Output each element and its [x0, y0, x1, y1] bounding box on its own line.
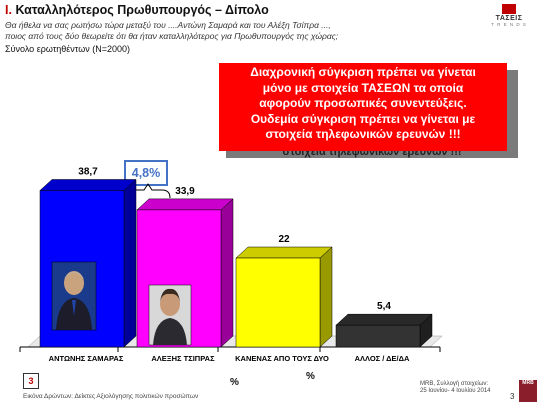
title-text: Καταλληλότερος Πρωθυπουργός – Δίπολο	[15, 3, 269, 17]
slide-box-number: 3	[23, 373, 39, 389]
bar-top-4	[335, 313, 433, 326]
warning-banner: Διαχρονική σύγκριση πρέπει να γίνεται μό…	[219, 63, 507, 151]
bar-3	[235, 246, 333, 348]
footer-source-line-2: 25 Ιουνίου- 4 Ιουλίου 2014	[420, 388, 491, 394]
tsipras-photo	[148, 284, 192, 346]
banner-line-3: αφορούν προσωπικές συνεντεύξεις.	[259, 96, 467, 110]
category-label-2: ΑΛΕΞΗΣ ΤΣΙΠΡΑΣ	[151, 354, 215, 363]
bar-top-2	[136, 198, 234, 211]
bar-top-3	[235, 246, 333, 259]
bar-4	[335, 313, 433, 348]
taseis-logo: ΤΑΣΕΙΣ T R E N D S	[491, 4, 527, 27]
mrb-logo: MRB	[519, 380, 537, 402]
banner-line-5: στοιχεία τηλεφωνικών ερευνών !!!	[265, 127, 461, 141]
data-label-2: 33,9	[175, 186, 195, 197]
bar-front-4	[335, 324, 421, 348]
sample-size: Σύνολο ερωτηθέντων (Ν=2000)	[5, 44, 131, 54]
logo-name: ΤΑΣΕΙΣ	[495, 15, 523, 22]
page-title: I. Καταλληλότερος Πρωθυπουργός – Δίπολο	[5, 3, 269, 17]
data-label-4: 5,4	[377, 301, 391, 312]
category-label-1: ΑΝΤΩΝΗΣ ΣΑΜΑΡΑΣ	[49, 354, 124, 363]
banner-line-1: Διαχρονική σύγκριση πρέπει να γίνεται	[250, 65, 476, 79]
bar-top-1	[39, 179, 137, 191]
footer-caption: Εικόνα Δρώντων: Δείκτες Αξιολόγησης πολι…	[23, 393, 199, 400]
percent-sign-1: %	[230, 377, 239, 388]
logo-mark-icon	[502, 4, 516, 14]
bar-side-2	[220, 198, 234, 348]
question-text: Θα ήθελα να σας ρωτήσω τώρα μεταξύ του .…	[5, 20, 425, 42]
page-number: 3	[510, 392, 515, 401]
bar-side-3	[319, 246, 333, 348]
data-label-3: 22	[278, 234, 290, 245]
question-line-1: Θα ήθελα να σας ρωτήσω τώρα μεταξύ του .…	[5, 20, 331, 30]
category-label-3: ΚΑΝΕΝΑΣ ΑΠΟ ΤΟΥΣ ΔΥΟ	[235, 354, 329, 363]
category-label-4: ΑΛΛΟΣ / ΔΕ/ΔΑ	[355, 354, 410, 363]
banner-line-2: μόνο με στοιχεία ΤΑΣΕΩΝ τα οποία	[262, 80, 464, 95]
difference-label: 4,8%	[124, 160, 168, 186]
footer-source: MRB, Συλλογή στοιχείων: 25 Ιουνίου- 4 Ιο…	[420, 381, 491, 395]
logo-sub: T R E N D S	[491, 22, 527, 27]
question-line-2: ποιος από τους δύο θεωρείτε ότι θα ήταν …	[5, 31, 339, 41]
bar-side-1	[123, 178, 137, 348]
section-number: I.	[5, 3, 12, 17]
samaras-photo	[51, 261, 97, 331]
percent-sign-2: %	[306, 371, 315, 382]
banner-line-4: Ουδεμία σύγκριση πρέπει να γίνεται με	[250, 111, 476, 126]
data-label-1: 38,7	[78, 166, 98, 177]
bar-front-3	[235, 257, 321, 348]
footer-source-line-1: MRB, Συλλογή στοιχείων:	[420, 381, 489, 387]
